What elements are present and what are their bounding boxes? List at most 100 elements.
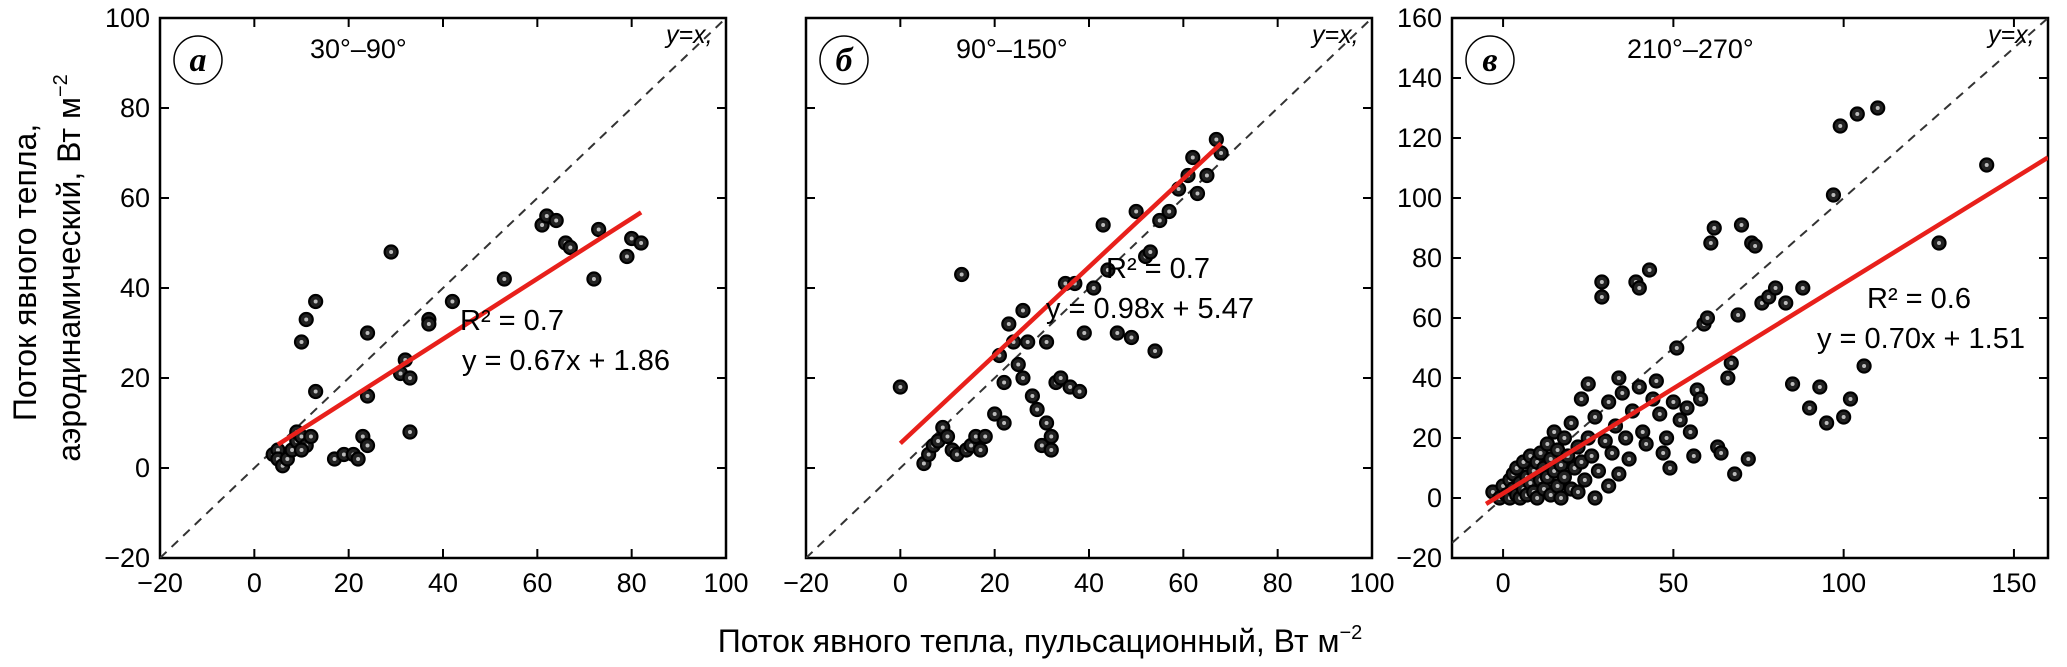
data-point-center: [1204, 173, 1209, 178]
x-tick-label: 60: [1168, 568, 1198, 598]
data-point-center: [398, 371, 403, 376]
data-point-center: [1603, 439, 1608, 443]
data-point-center: [921, 461, 926, 466]
x-tick-label: 150: [1991, 568, 2036, 598]
data-point-center: [1528, 481, 1533, 485]
x-tick-label: 20: [980, 568, 1010, 598]
data-point-center: [1091, 286, 1096, 290]
y-tick-label: 120: [1397, 123, 1442, 153]
data-point-center: [1576, 490, 1581, 494]
y-tick-label: 80: [120, 93, 150, 123]
data-point-center: [1691, 454, 1696, 458]
data-point-center: [1661, 451, 1666, 455]
data-point-center: [1657, 412, 1662, 416]
data-point-center: [1562, 436, 1567, 440]
data-point-center: [1654, 379, 1659, 383]
data-point-center: [1020, 308, 1025, 313]
panel-3: 0 50 100 150 −20 0 20 40 60 80 100 120 140 160 в 210°–2…: [1396, 3, 2050, 598]
data-point-center: [1558, 496, 1563, 500]
data-point-center: [898, 385, 903, 389]
y-tick-label: 160: [1397, 3, 1442, 33]
data-point-center: [1627, 457, 1632, 461]
panel-1: −20 0 20 40 60 80 100 −20 0 20 40 60 80 100 а 30°–90° y=…: [104, 3, 748, 598]
data-point-center: [1705, 316, 1710, 320]
y-tick-label: −20: [1396, 543, 1442, 573]
data-point-center: [1044, 421, 1049, 425]
data-point-center: [1068, 385, 1073, 389]
data-point-center: [1082, 331, 1087, 335]
data-point-center: [1855, 112, 1860, 116]
data-point-center: [285, 457, 290, 461]
data-point-center: [1579, 397, 1584, 401]
x-tick-label: 0: [247, 568, 262, 598]
data-point-center: [1528, 454, 1533, 458]
data-point-center: [1129, 335, 1134, 340]
data-point-center: [365, 443, 370, 448]
data-point-center: [1684, 406, 1689, 410]
direction-range-label: 210°–270°: [1627, 34, 1754, 64]
panel-2: −20 0 20 40 60 80 100 б 90°–150° y=x, R² = 0.7 y = …: [783, 16, 1395, 598]
x-tick-label: 0: [893, 568, 908, 598]
y-tick-label: 60: [120, 183, 150, 213]
data-point-center: [1736, 313, 1741, 317]
data-point-center: [596, 227, 601, 232]
data-point-center: [959, 272, 964, 277]
data-point-center: [1678, 418, 1683, 422]
data-point-center: [568, 245, 573, 250]
data-point-center: [1599, 295, 1604, 299]
data-point-center: [304, 317, 309, 322]
data-point-center: [1586, 382, 1591, 386]
y-axis-title-line1: Поток явного тепла,: [7, 124, 43, 421]
x-tick-label: 60: [522, 568, 552, 598]
r-squared-label: R² = 0.7: [1106, 253, 1210, 285]
data-point-center: [1548, 457, 1553, 461]
data-point-center: [983, 434, 988, 439]
data-point-center: [1025, 340, 1030, 344]
y-tick-label: 0: [135, 453, 150, 483]
data-point-center: [1552, 430, 1557, 434]
regression-equation-label: y = 0.67x + 1.86: [462, 345, 670, 377]
y-tick-label: 140: [1397, 63, 1442, 93]
data-point-center: [1606, 484, 1611, 488]
r-squared-label: R² = 0.7: [460, 305, 564, 337]
panel-letter: б: [836, 42, 855, 79]
data-point-center: [360, 434, 365, 439]
data-point-center: [313, 389, 318, 394]
panel-letter-circle: [173, 35, 223, 85]
data-point-center: [332, 457, 337, 461]
data-point-center: [299, 448, 304, 452]
data-point-center: [1569, 421, 1574, 425]
data-point-center: [1002, 380, 1007, 385]
panel-letter-circle: [819, 35, 869, 85]
data-point-center: [426, 322, 431, 326]
data-point-center: [299, 340, 304, 344]
data-point-center: [1063, 281, 1068, 286]
data-point-center: [1002, 421, 1007, 425]
data-point-center: [1049, 434, 1054, 439]
data-point-center: [1800, 286, 1805, 290]
data-point-center: [1848, 397, 1853, 401]
data-point-center: [356, 457, 361, 461]
data-point-center: [629, 236, 634, 241]
plot-area: [806, 18, 1372, 558]
data-point-center: [1490, 490, 1495, 494]
data-point-center: [1548, 493, 1553, 497]
x-tick-label: 20: [334, 568, 364, 598]
regression-equation-label: y = 0.70x + 1.51: [1817, 323, 2025, 355]
x-axis-title: Поток явного тепла, пульсационный, Вт м−…: [718, 622, 1363, 659]
data-point-center: [1644, 442, 1649, 446]
data-point-center: [1039, 443, 1044, 448]
x-tick-label: 40: [1074, 568, 1104, 598]
data-point-center: [1766, 295, 1771, 299]
data-point-center: [1167, 209, 1172, 214]
data-point-center: [969, 443, 974, 448]
data-point-center: [1783, 301, 1788, 305]
data-point-center: [275, 448, 280, 452]
x-tick-label: −20: [137, 568, 183, 598]
data-point-center: [936, 439, 941, 443]
direction-range-label: 90°–150°: [956, 34, 1068, 64]
y-tick-label: 40: [120, 273, 150, 303]
data-point-center: [624, 254, 629, 259]
data-point-center: [1535, 496, 1540, 500]
